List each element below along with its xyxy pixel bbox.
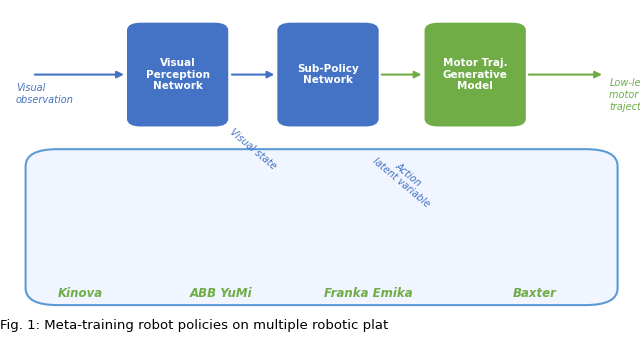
- FancyBboxPatch shape: [26, 149, 618, 305]
- Text: Visual
Perception
Network: Visual Perception Network: [146, 58, 210, 91]
- Text: Visual state: Visual state: [228, 127, 278, 172]
- Text: Baxter: Baxter: [513, 287, 556, 300]
- Text: Visual
observation: Visual observation: [16, 83, 74, 105]
- Text: Kinova: Kinova: [58, 287, 102, 300]
- FancyBboxPatch shape: [128, 24, 227, 125]
- Text: Fig. 1: Meta-training robot policies on multiple robotic plat: Fig. 1: Meta-training robot policies on …: [0, 319, 388, 332]
- Text: Franka Emika: Franka Emika: [324, 287, 412, 300]
- Text: ABB YuMi: ABB YuMi: [189, 287, 252, 300]
- Text: Sub-Policy
Network: Sub-Policy Network: [297, 64, 359, 85]
- FancyBboxPatch shape: [278, 24, 378, 125]
- Text: Low-level
motor action
trajectory: Low-level motor action trajectory: [609, 78, 640, 112]
- Text: Action
latent variable: Action latent variable: [371, 147, 438, 210]
- Text: Motor Traj.
Generative
Model: Motor Traj. Generative Model: [443, 58, 508, 91]
- FancyBboxPatch shape: [426, 24, 525, 125]
